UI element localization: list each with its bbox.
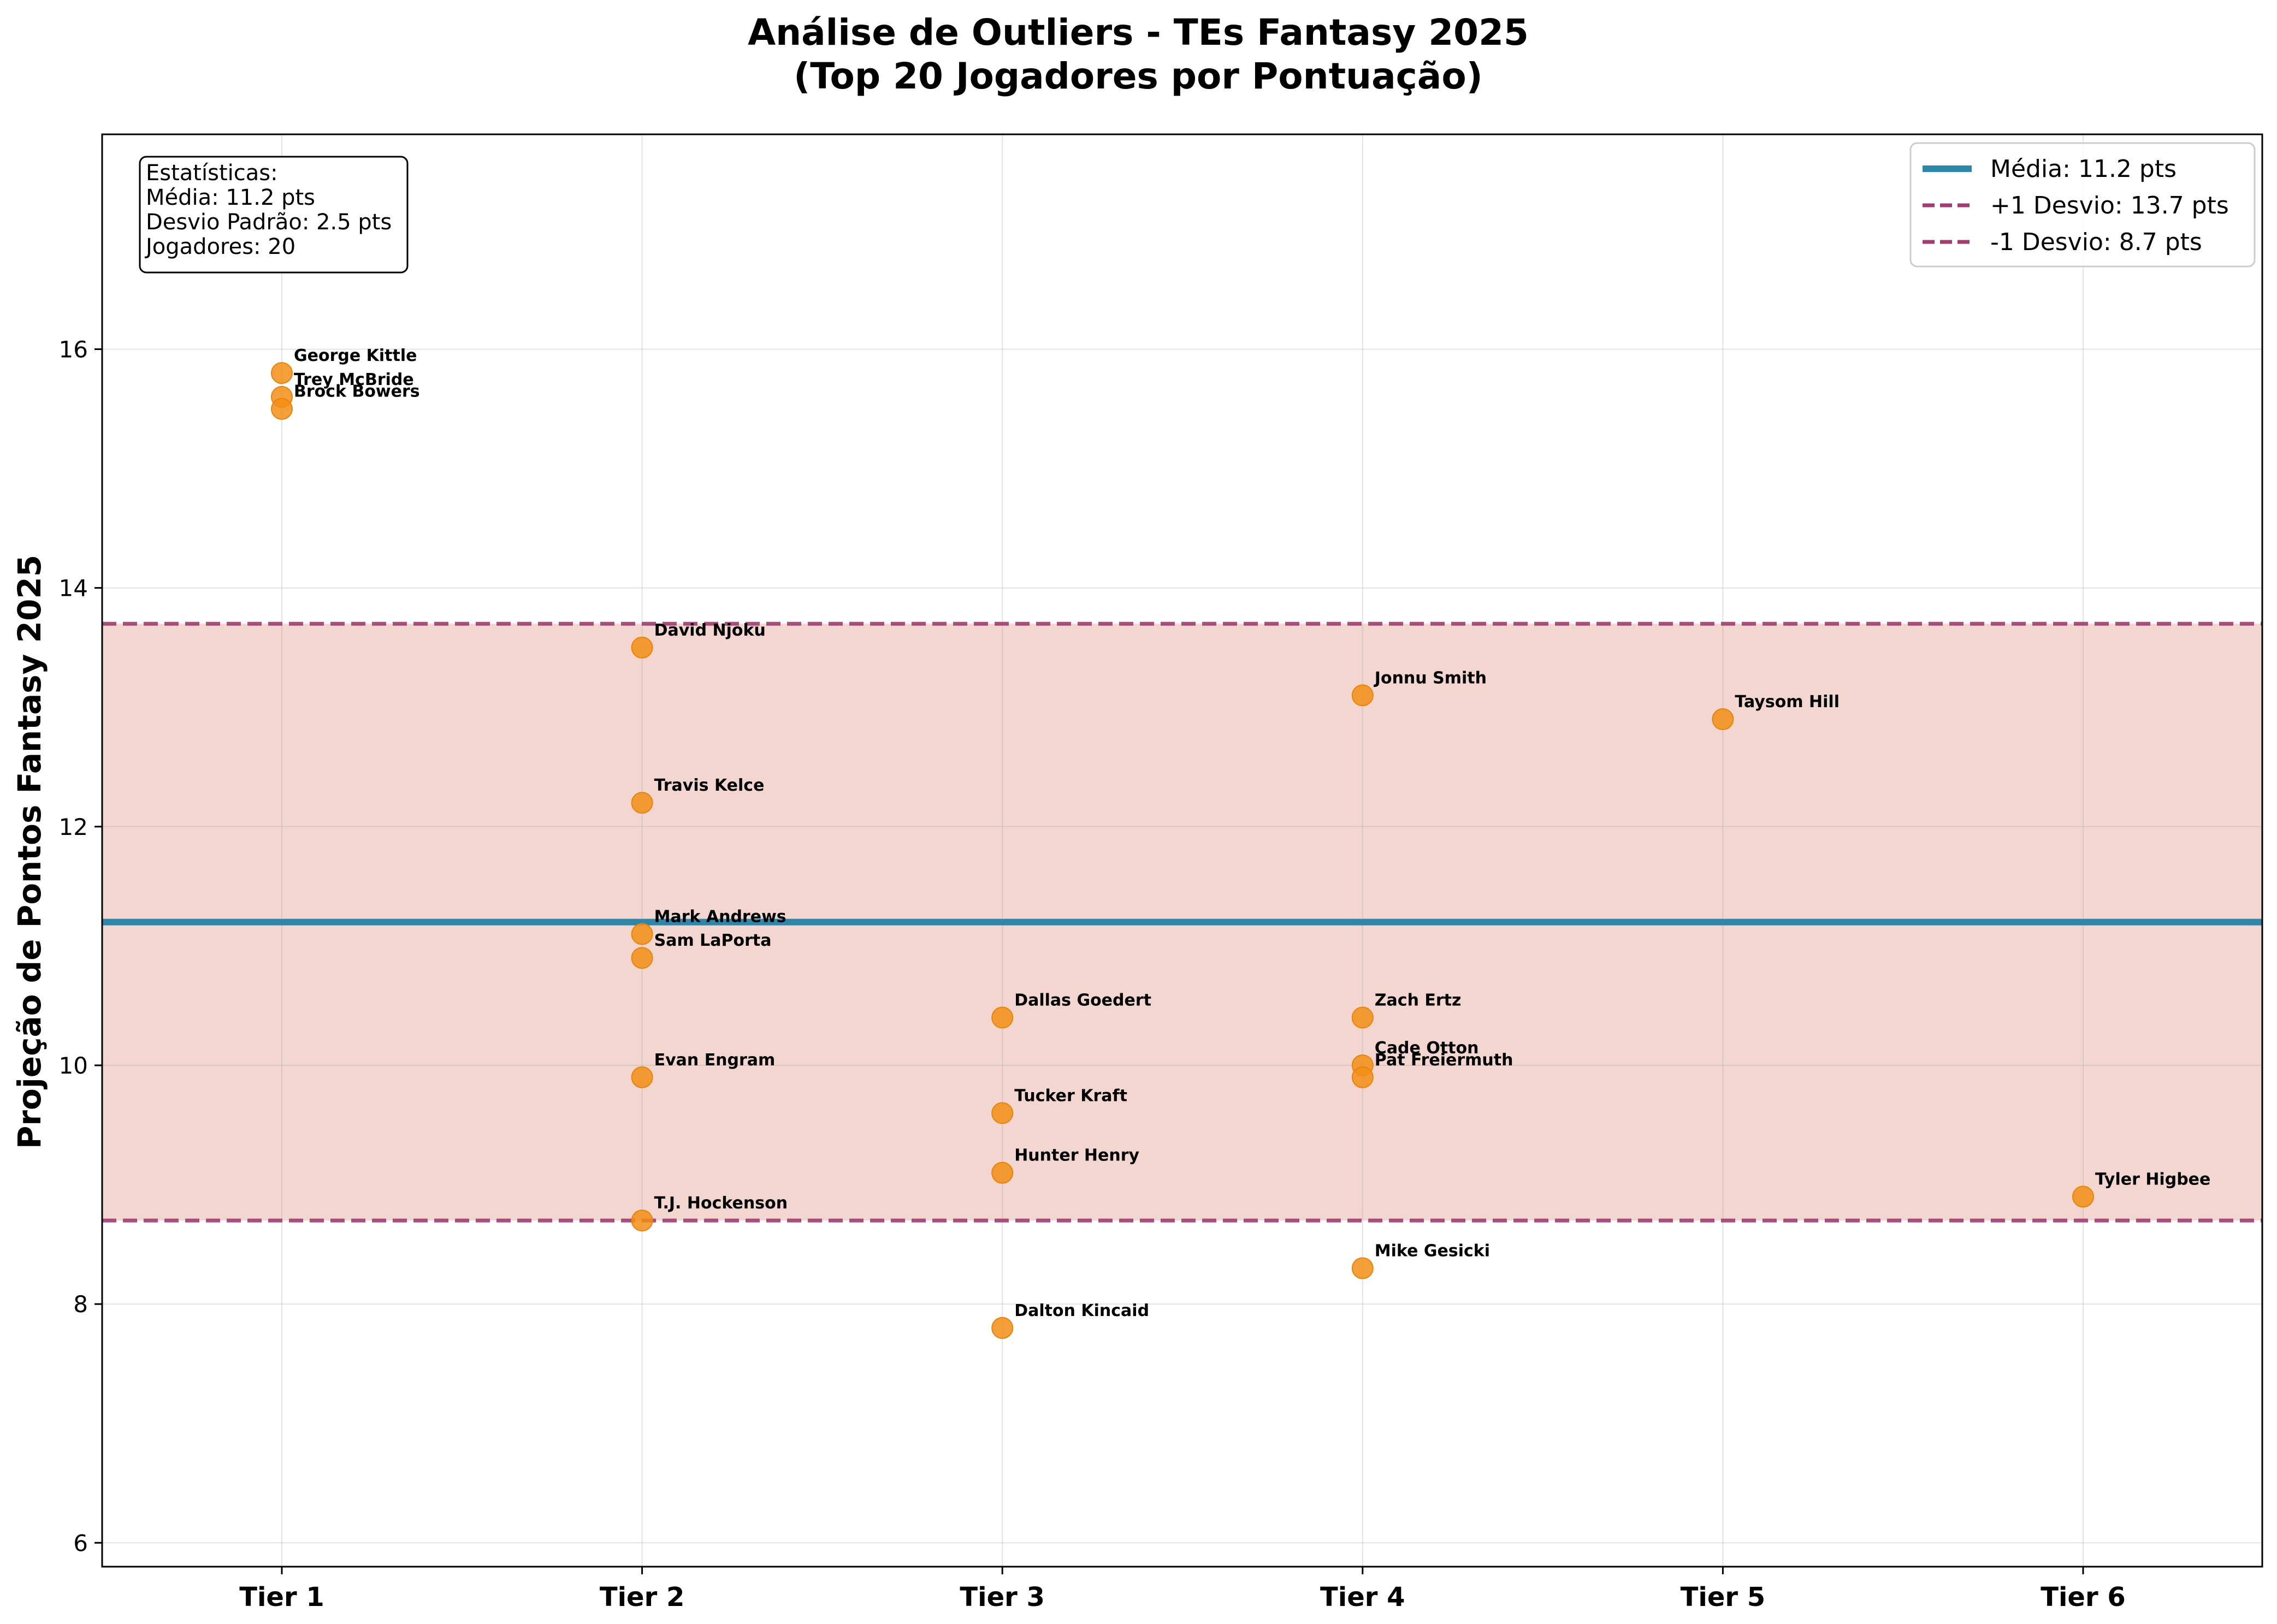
stats-line: Média: 11.2 pts	[146, 185, 315, 210]
data-point	[631, 947, 653, 969]
y-tick-label: 10	[59, 1052, 88, 1079]
point-label: Tucker Kraft	[1014, 1086, 1127, 1105]
point-label: George Kittle	[294, 346, 417, 365]
y-tick-label: 16	[59, 336, 88, 363]
data-point	[631, 792, 653, 814]
x-tick-label: Tier 6	[2041, 1582, 2126, 1613]
point-label: Tyler Higbee	[2095, 1170, 2210, 1189]
data-point	[1351, 1257, 1374, 1279]
x-tick-label: Tier 3	[960, 1582, 1045, 1613]
data-point	[1712, 708, 1734, 731]
point-label: Dallas Goedert	[1014, 991, 1151, 1010]
data-point	[1351, 1006, 1374, 1029]
x-tick-label: Tier 5	[1681, 1582, 1766, 1613]
stats-line: Estatísticas:	[146, 161, 278, 186]
point-label: Trey McBride	[294, 370, 414, 389]
point-label: Travis Kelce	[654, 776, 765, 795]
legend: Média: 11.2 pts +1 Desvio: 13.7 pts -1 Des…	[1909, 142, 2256, 268]
point-label: Evan Engram	[654, 1051, 776, 1070]
data-point	[631, 1066, 653, 1088]
point-label: Pat Freiermuth	[1375, 1051, 1513, 1070]
stats-line: Desvio Padrão: 2.5 pts	[146, 210, 392, 235]
data-point	[1351, 684, 1374, 707]
point-label: Hunter Henry	[1014, 1146, 1139, 1165]
point-label: Zach Ertz	[1375, 991, 1462, 1010]
y-tick-label: 14	[59, 575, 88, 602]
point-label: Mark Andrews	[654, 908, 786, 927]
point-label: David Njoku	[654, 621, 766, 640]
y-tick-label: 6	[73, 1530, 88, 1556]
data-point	[1351, 1066, 1374, 1088]
y-tick-label: 8	[73, 1291, 88, 1318]
point-label: T.J. Hockenson	[654, 1194, 788, 1213]
y-axis-label: Projeção de Pontos Fantasy 2025	[11, 555, 48, 1149]
legend-entry-label: +1 Desvio: 13.7 pts	[1990, 192, 2229, 220]
y-tick-label: 12	[59, 814, 88, 840]
data-point	[991, 1317, 1014, 1339]
stats-line: Jogadores: 20	[144, 234, 295, 259]
point-label: Sam LaPorta	[654, 931, 772, 950]
chart-title-line2: (Top 20 Jogadores por Pontuação)	[794, 55, 1483, 97]
point-label: Brock Bowers	[294, 382, 420, 401]
legend-entry-label: -1 Desvio: 8.7 pts	[1990, 228, 2202, 256]
x-tick-label: Tier 4	[1320, 1582, 1405, 1613]
data-point	[631, 923, 653, 945]
axes-frame	[101, 133, 2263, 1568]
point-label: Dalton Kincaid	[1014, 1301, 1149, 1320]
chart-title-line1: Análise de Outliers - TEs Fantasy 2025	[748, 11, 1529, 54]
data-point	[631, 1210, 653, 1232]
legend-entry-label: Média: 11.2 pts	[1990, 155, 2177, 183]
data-point	[271, 362, 293, 384]
point-label: Jonnu Smith	[1374, 668, 1487, 687]
point-label: Cade Otton	[1375, 1039, 1479, 1058]
data-point	[991, 1102, 1014, 1124]
data-point	[2072, 1186, 2094, 1208]
stats-box-frame	[139, 156, 409, 274]
legend-frame	[1909, 142, 2256, 268]
data-point	[991, 1161, 1014, 1184]
data-point	[271, 398, 293, 420]
x-tick-label: Tier 2	[600, 1582, 685, 1613]
data-point	[631, 636, 653, 659]
point-label: Taysom Hill	[1735, 692, 1840, 712]
x-tick-label: Tier 1	[239, 1582, 324, 1613]
point-label: Mike Gesicki	[1375, 1242, 1490, 1261]
data-point	[991, 1006, 1014, 1029]
